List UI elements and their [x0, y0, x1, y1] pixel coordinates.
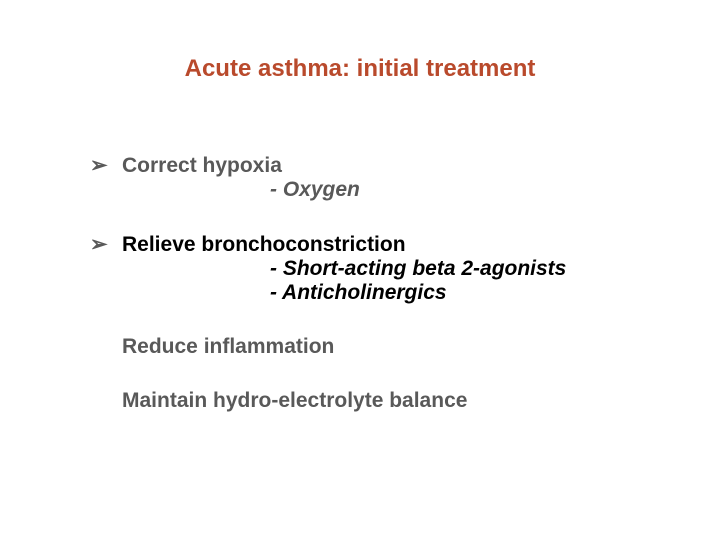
- list-item: ➢ Correct hypoxia - Oxygen: [90, 153, 680, 202]
- list-item: ➢ Relieve bronchoconstriction - Short-ac…: [90, 232, 680, 305]
- item-heading: Maintain hydro-electrolyte balance: [122, 389, 467, 413]
- item-heading-row: Reduce inflammation: [90, 335, 680, 359]
- arrow-bullet-icon: ➢: [90, 153, 122, 178]
- list-item: Reduce inflammation: [90, 335, 680, 359]
- item-list: ➢ Correct hypoxia - Oxygen ➢ Relieve bro…: [40, 153, 680, 413]
- sub-item: - Anticholinergics: [90, 281, 680, 305]
- list-item: Maintain hydro-electrolyte balance: [90, 389, 680, 413]
- sub-item: - Short-acting beta 2-agonists: [90, 257, 680, 281]
- slide: Acute asthma: initial treatment ➢ Correc…: [0, 0, 720, 540]
- item-heading-row: Maintain hydro-electrolyte balance: [90, 389, 680, 413]
- sub-item: - Oxygen: [90, 178, 680, 202]
- item-heading-row: ➢ Correct hypoxia: [90, 153, 680, 178]
- item-heading-row: ➢ Relieve bronchoconstriction: [90, 232, 680, 257]
- arrow-bullet-icon: ➢: [90, 232, 122, 257]
- item-heading: Relieve bronchoconstriction: [122, 233, 406, 257]
- item-heading: Reduce inflammation: [122, 335, 334, 359]
- slide-title: Acute asthma: initial treatment: [40, 55, 680, 83]
- item-heading: Correct hypoxia: [122, 154, 282, 178]
